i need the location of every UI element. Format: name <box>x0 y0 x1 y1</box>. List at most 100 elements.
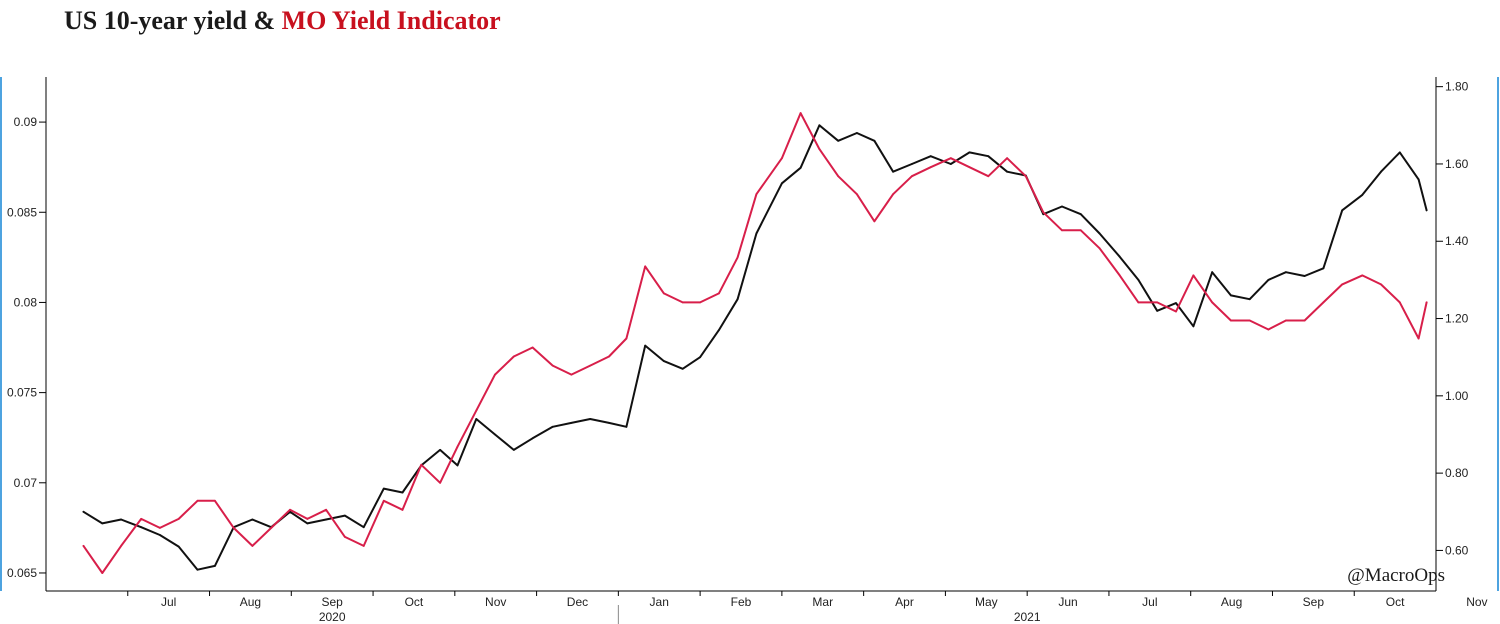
left-tick-label: 0.075 <box>7 386 37 400</box>
data-point <box>439 481 441 484</box>
data-point <box>949 157 952 160</box>
data-point <box>570 373 573 376</box>
x-axis: Jul Aug Sep Oct Nov Dec Jan Feb Mar Apr May Jun Jul A… <box>127 591 1488 624</box>
data-point <box>818 124 821 127</box>
title-part-2: MO Yield Indicator <box>281 6 501 35</box>
data-point <box>949 163 952 165</box>
data-point <box>608 422 610 424</box>
data-point <box>1230 294 1232 297</box>
data-point <box>362 545 365 547</box>
data-point <box>987 155 990 158</box>
data-point <box>1303 275 1306 277</box>
data-point <box>251 545 254 547</box>
data-point <box>663 360 665 362</box>
data-point <box>120 518 122 521</box>
left-y-axis: 0.065 0.07 0.075 0.08 0.085 0.09 <box>7 115 46 580</box>
data-point <box>325 508 327 511</box>
left-tick-label: 0.07 <box>14 476 38 490</box>
data-point <box>699 301 701 304</box>
data-point <box>1061 229 1063 232</box>
data-point <box>382 487 385 490</box>
data-point <box>799 112 802 114</box>
data-point <box>82 510 85 513</box>
data-point <box>718 292 720 295</box>
data-point <box>1042 211 1045 214</box>
chart-title: US 10-year yield & MO Yield Indicator <box>64 6 501 36</box>
x-tick-label: Aug <box>240 595 261 609</box>
data-point <box>755 232 758 235</box>
data-point <box>1211 271 1214 274</box>
data-point <box>306 518 309 520</box>
x-tick-label: Nov <box>1466 595 1487 609</box>
data-point <box>512 355 515 358</box>
data-point <box>911 175 913 178</box>
x-tick-label: Dec <box>567 595 588 609</box>
data-point <box>873 139 876 142</box>
data-point <box>1137 301 1140 304</box>
year-label: 2020 <box>319 610 346 624</box>
data-point <box>494 433 496 436</box>
data-point <box>1175 302 1177 304</box>
data-point <box>1211 301 1214 304</box>
data-point <box>1267 328 1270 331</box>
data-point <box>681 367 684 370</box>
x-tick-label: Mar <box>812 595 833 609</box>
data-point <box>551 425 554 428</box>
right-tick-label: 0.80 <box>1445 466 1469 480</box>
x-tick-label: Sep <box>1303 595 1325 609</box>
data-point <box>82 545 85 547</box>
series-group <box>82 112 1428 574</box>
data-point <box>456 464 459 467</box>
data-point <box>1361 194 1364 196</box>
data-point <box>1285 271 1287 274</box>
data-point <box>1322 301 1325 304</box>
data-point <box>1006 170 1008 173</box>
x-tick-label: Oct <box>1386 595 1405 609</box>
data-point <box>1285 319 1287 322</box>
data-point <box>625 337 628 340</box>
data-point <box>1079 229 1082 232</box>
x-tick-label: Sep <box>321 595 343 609</box>
data-point <box>736 256 739 259</box>
series-lines <box>82 112 1428 574</box>
data-point <box>681 301 684 304</box>
data-point <box>1079 213 1082 216</box>
data-point <box>551 364 554 367</box>
us10y-line <box>82 124 1428 571</box>
data-point <box>856 132 858 134</box>
right-tick-label: 0.60 <box>1445 543 1469 557</box>
data-point <box>120 545 122 547</box>
data-point <box>362 526 365 529</box>
series-group <box>82 124 1428 571</box>
data-point <box>755 193 758 196</box>
data-point <box>1267 279 1270 281</box>
data-point <box>968 151 971 154</box>
data-point <box>892 170 894 173</box>
left-tick-label: 0.09 <box>14 115 38 129</box>
data-point <box>718 329 720 331</box>
data-point <box>159 527 161 529</box>
data-point <box>1425 209 1428 212</box>
data-point <box>736 298 739 301</box>
data-point <box>1006 157 1008 160</box>
data-point <box>401 508 404 511</box>
data-point <box>531 437 534 440</box>
data-point <box>644 265 647 268</box>
data-point <box>837 175 840 178</box>
data-point <box>968 166 971 169</box>
data-point <box>196 499 199 502</box>
data-point <box>289 508 291 511</box>
data-point <box>625 425 628 428</box>
x-tick-label: Nov <box>485 595 506 609</box>
data-point <box>911 163 913 165</box>
data-point <box>214 499 216 502</box>
data-point <box>140 526 143 529</box>
data-point <box>251 518 254 521</box>
data-point <box>570 422 573 424</box>
data-point <box>1061 205 1063 208</box>
watermark: @MacroOps <box>1347 565 1445 586</box>
right-tick-label: 1.40 <box>1445 234 1469 248</box>
data-point <box>1398 151 1401 154</box>
title-part-1: US 10-year yield & <box>64 6 282 35</box>
